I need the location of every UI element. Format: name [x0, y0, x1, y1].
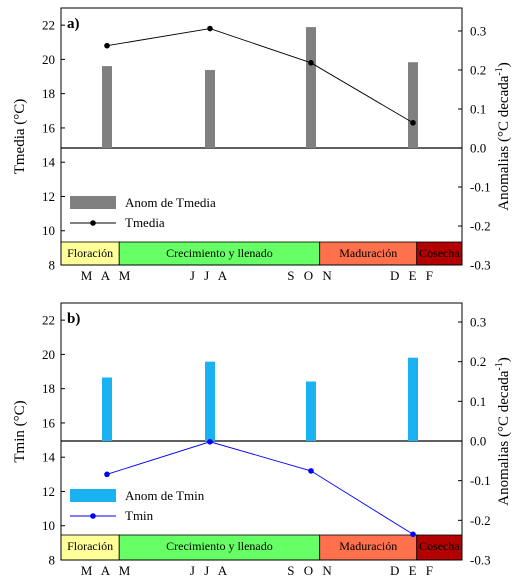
left-tick-label: 14 — [42, 155, 56, 170]
right-tick-label: -0.3 — [470, 553, 491, 568]
left-axis-title: Tmedia (°C) — [12, 99, 28, 175]
line-point — [104, 471, 110, 478]
right-tick-label: 0.3 — [470, 24, 486, 39]
legend-line-marker — [90, 513, 96, 519]
right-axis-title-main: Anomalias (°C decada — [496, 370, 512, 505]
bar — [306, 27, 316, 149]
legend-bar-swatch — [70, 196, 116, 209]
phase-label: Floración — [67, 246, 113, 260]
right-tick-label: -0.1 — [470, 473, 491, 488]
right-axis-title-sup: -1 — [494, 67, 505, 75]
phase-label: Crecimiento y llenado — [166, 246, 273, 260]
bar — [408, 357, 418, 441]
left-tick-label: 20 — [42, 347, 55, 362]
line-point — [410, 119, 416, 126]
line-point — [308, 468, 314, 474]
right-tick-label: 0.1 — [470, 394, 486, 409]
right-tick-label: 0.0 — [470, 141, 486, 156]
category-label: D E F — [390, 563, 436, 578]
phase-label: Maduración — [339, 246, 397, 260]
bar — [102, 66, 112, 148]
category-label: J J A — [190, 268, 230, 283]
left-tick-label: 8 — [49, 553, 56, 568]
left-axis-title: Tmin (°C) — [12, 400, 28, 462]
bar — [205, 70, 215, 148]
legend-bar-label: Anom de Tmedia — [125, 195, 216, 210]
phase-label: Floración — [67, 539, 113, 553]
right-tick-label: 0.2 — [470, 354, 486, 369]
right-axis-title-end: ) — [496, 62, 512, 67]
right-tick-label: 0.1 — [470, 102, 486, 117]
phase-band — [118, 534, 321, 561]
left-tick-label: 22 — [42, 18, 55, 33]
line-point — [308, 60, 314, 66]
left-tick-label: 10 — [42, 223, 55, 238]
category-label: M A M — [81, 563, 134, 578]
right-tick-label: -0.2 — [470, 219, 491, 234]
left-tick-label: 16 — [42, 415, 56, 430]
left-tick-label: 20 — [42, 52, 55, 67]
right-tick-label: -0.1 — [470, 180, 491, 195]
line-point — [104, 42, 110, 49]
legend-line-label: Tmedia — [125, 215, 165, 230]
line-point — [410, 531, 416, 538]
left-tick-label: 18 — [42, 86, 55, 101]
panel-label: a) — [67, 16, 80, 32]
right-tick-label: 0.0 — [470, 434, 486, 449]
right-tick-label: 0.2 — [470, 63, 486, 78]
bar — [205, 361, 215, 441]
phase-label: Crecimiento y llenado — [166, 539, 273, 553]
right-axis-title: Anomalias (°C decada-1) — [494, 62, 512, 210]
left-tick-label: 10 — [42, 518, 55, 533]
line-point — [207, 25, 213, 32]
phase-label: Maduración — [339, 539, 397, 553]
phase-label: Cosecha — [419, 246, 460, 260]
line-point — [207, 438, 213, 445]
left-tick-label: 12 — [42, 484, 55, 499]
bar — [408, 62, 418, 149]
left-tick-label: 8 — [49, 258, 56, 273]
panel-b: Floración Crecimiento y llenado Maduración… — [12, 302, 512, 578]
right-axis-title: Anomalias (°C decada-1) — [494, 357, 512, 505]
left-tick-label: 22 — [42, 313, 55, 328]
phase-band — [319, 534, 418, 561]
series-line — [106, 441, 414, 535]
bar — [102, 377, 112, 441]
right-tick-label: 0.3 — [470, 315, 486, 330]
category-label: D E F — [390, 268, 436, 283]
right-axis-title-sup: -1 — [494, 362, 505, 370]
category-label: S O N — [287, 563, 335, 578]
legend-line-label: Tmin — [125, 508, 154, 523]
phase-label: Cosecha — [419, 539, 460, 553]
right-axis-title-end: ) — [496, 357, 512, 362]
left-tick-label: 16 — [42, 120, 56, 135]
left-tick-label: 12 — [42, 189, 55, 204]
category-label: J J A — [190, 563, 230, 578]
phase-band — [416, 534, 463, 561]
plot-frame — [60, 302, 463, 561]
bar — [306, 381, 316, 441]
category-label: S O N — [287, 268, 335, 283]
left-tick-label: 18 — [42, 381, 55, 396]
plot-frame — [60, 7, 463, 266]
series-line — [106, 28, 414, 124]
panel-label: b) — [67, 311, 80, 327]
category-label: M A M — [81, 268, 134, 283]
left-tick-label: 14 — [42, 450, 56, 465]
right-tick-label: -0.3 — [470, 258, 491, 273]
right-axis-title-main: Anomalias (°C decada — [496, 75, 512, 210]
legend-bar-swatch — [70, 489, 116, 502]
legend-bar-label: Anom de Tmin — [125, 488, 205, 503]
panel-a: Floración Crecimiento y llenado Maduración… — [12, 7, 512, 283]
right-tick-label: -0.2 — [470, 513, 491, 528]
legend-line-marker — [90, 220, 96, 226]
